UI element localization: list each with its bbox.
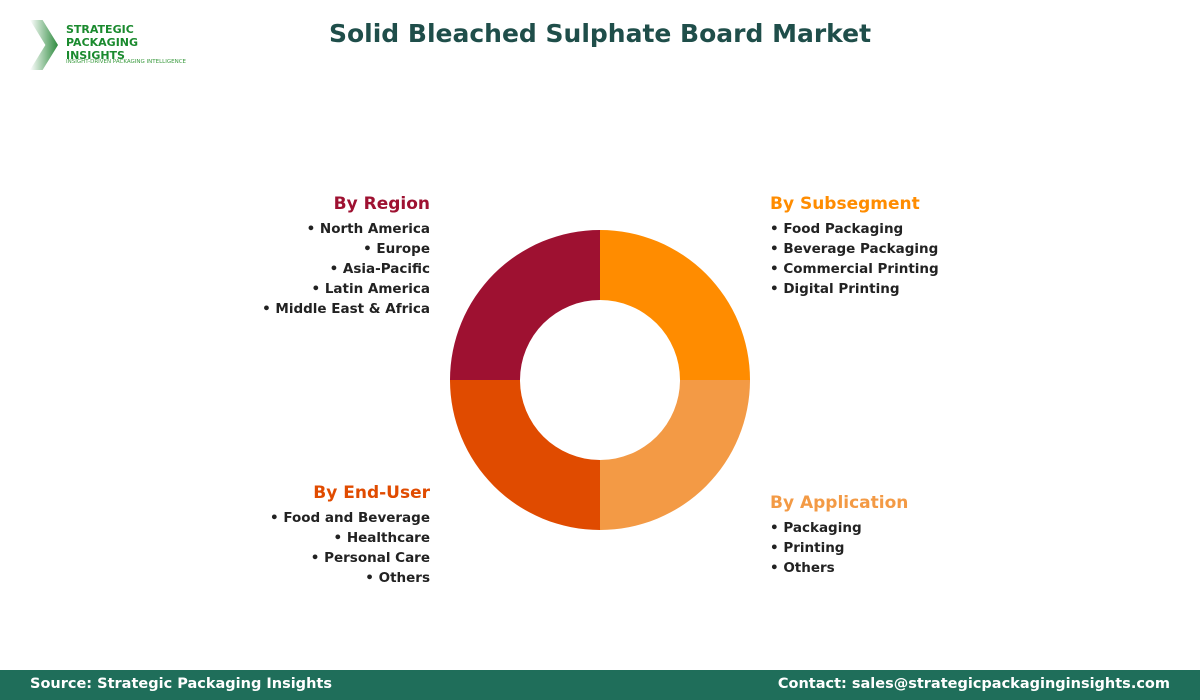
- group-application: By Application • Packaging • Printing • Oth…: [770, 493, 908, 578]
- list-item: • Food Packaging: [770, 221, 904, 237]
- group-region: By Region • North America • Europe • Asia-P…: [262, 194, 430, 319]
- list-item: • Food and Beverage: [270, 510, 430, 526]
- group-enduser: By End-User • Food and Beverage • Healthca…: [270, 483, 430, 588]
- group-title: By Subsegment: [770, 194, 920, 214]
- donut-slice-by-region: [450, 230, 600, 380]
- list-item: • Europe: [363, 241, 430, 257]
- list-item: • Asia-Pacific: [329, 261, 430, 277]
- donut-slice-by-subsegment: [600, 230, 750, 380]
- source-text: Source: Strategic Packaging Insights: [30, 676, 332, 692]
- list-item: • Digital Printing: [770, 281, 900, 297]
- list-item: • Others: [365, 570, 430, 586]
- contact-text: Contact: sales@strategicpackaginginsight…: [777, 676, 1170, 692]
- group-title: By End-User: [313, 483, 430, 503]
- group-title: By Region: [333, 194, 430, 214]
- logo-line1: STRATEGIC: [66, 23, 134, 36]
- footer: Source: Strategic Packaging Insights Con…: [0, 670, 1200, 700]
- list-item: • Latin America: [311, 281, 430, 297]
- donut-slice-by-application: [600, 380, 750, 530]
- list-item: • Beverage Packaging: [770, 241, 939, 257]
- list-item: • North America: [306, 221, 430, 237]
- list-item: • Printing: [770, 540, 845, 556]
- list-item: • Healthcare: [333, 530, 430, 546]
- logo: STRATEGIC PACKAGING INSIGHTS INSIGHT-DRIV…: [30, 18, 200, 73]
- list-item: • Commercial Printing: [770, 261, 939, 277]
- page-title: Solid Bleached Sulphate Board Market: [328, 19, 872, 48]
- list-item: • Packaging: [770, 520, 862, 536]
- list-item: • Others: [770, 560, 835, 576]
- logo-line2: PACKAGING INSIGHTS: [66, 36, 139, 62]
- list-item: • Middle East & Africa: [262, 301, 430, 317]
- group-subsegment: By Subsegment • Food Packaging • Beverage …: [770, 194, 939, 299]
- group-title: By Application: [770, 493, 909, 513]
- logo-tagline: INSIGHT-DRIVEN PACKAGING INTELLIGENCE: [66, 59, 187, 65]
- donut-slice-by-end-user: [450, 380, 600, 530]
- list-item: • Personal Care: [310, 550, 430, 566]
